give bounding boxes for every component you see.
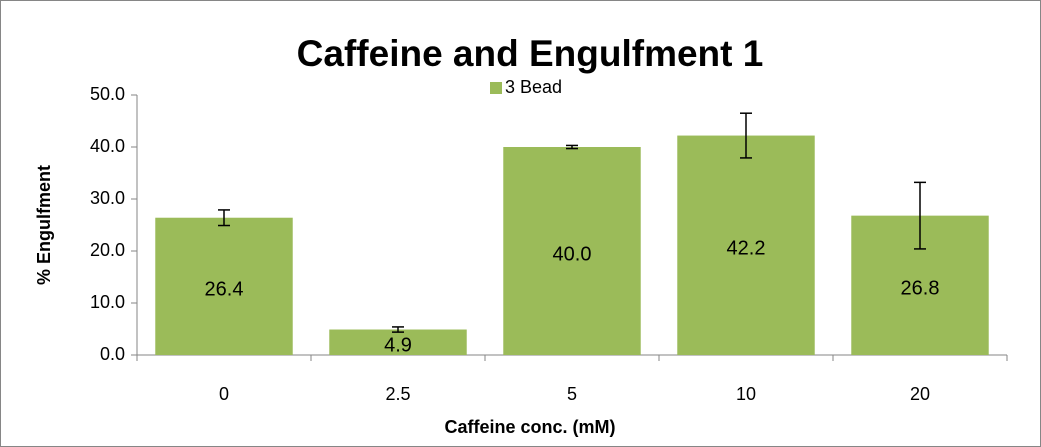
x-tick-label: 2.5 [385, 384, 410, 404]
y-tick-label: 30.0 [90, 188, 125, 208]
x-tick-label: 10 [736, 384, 756, 404]
x-tick-label: 5 [567, 384, 577, 404]
bar [155, 217, 293, 355]
chart-title: Caffeine and Engulfment 1 [297, 33, 764, 74]
x-tick-label: 20 [910, 384, 930, 404]
y-tick-label: 0.0 [100, 344, 125, 364]
y-tick-label: 40.0 [90, 136, 125, 156]
y-tick-label: 50.0 [90, 84, 125, 104]
y-tick-label: 20.0 [90, 240, 125, 260]
legend-label: 3 Bead [505, 77, 562, 97]
data-label: 26.8 [901, 278, 940, 300]
data-label: 26.4 [205, 279, 244, 301]
legend-swatch [490, 82, 502, 94]
bar [677, 135, 815, 355]
data-label: 42.2 [727, 238, 766, 260]
x-axis-label: Caffeine conc. (mM) [444, 417, 615, 437]
data-label: 4.9 [384, 335, 412, 357]
y-axis-label: % Engulfment [34, 165, 54, 285]
bar [503, 147, 641, 355]
y-tick-label: 10.0 [90, 292, 125, 312]
x-tick-label: 0 [219, 384, 229, 404]
data-label: 40.0 [553, 243, 592, 265]
bar [329, 329, 467, 355]
